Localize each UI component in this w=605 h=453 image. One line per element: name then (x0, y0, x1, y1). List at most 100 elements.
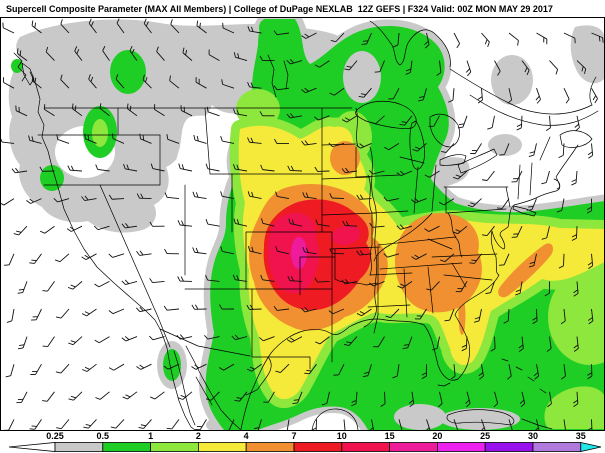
wind-barb (196, 20, 207, 34)
wind-barb (481, 225, 495, 237)
wind-barb (374, 60, 385, 73)
geo-line (173, 350, 196, 426)
wind-barb (29, 419, 42, 430)
region-pink-inner-core (291, 237, 307, 269)
wind-barb (321, 391, 330, 406)
wind-barb (358, 87, 372, 98)
wind-barb (418, 88, 427, 102)
wind-barb (448, 88, 455, 103)
wind-barb (177, 220, 193, 227)
wind-barb (544, 281, 550, 297)
wind-barb (469, 253, 482, 264)
wind-barb (508, 32, 519, 46)
wind-barb (56, 419, 70, 430)
wind-barb (39, 225, 55, 234)
colorbar-tick-label: 10 (336, 431, 347, 441)
wind-barb (149, 278, 165, 284)
wind-barb (45, 46, 55, 61)
wind-barb (399, 115, 413, 126)
wind-barb (560, 308, 566, 325)
wind-barb (477, 88, 483, 104)
wind-barb (205, 163, 220, 172)
region-orange-finger-iowa (330, 141, 360, 175)
wind-barb (478, 364, 484, 380)
colorbar-tick-label: 1 (148, 431, 154, 441)
wind-barb (508, 419, 513, 431)
region-chartreuse-idaho-core (92, 119, 108, 147)
wind-barb (136, 363, 152, 370)
wind-barb (526, 198, 537, 211)
colorbar-segment-30-35 (532, 442, 582, 452)
colorbar-tick-label: 35 (575, 431, 586, 441)
wind-barb (182, 47, 193, 61)
wind-barb (177, 276, 193, 282)
wind-barb (503, 308, 510, 324)
wind-barb (499, 143, 510, 156)
region-gray-cuba-band (440, 408, 520, 430)
wind-barb (30, 363, 42, 376)
geo-line (443, 186, 511, 214)
region-gray-northeast-corner (570, 25, 604, 84)
wind-barb (518, 336, 524, 352)
wind-barb (461, 336, 468, 352)
wind-barb (314, 115, 330, 121)
wind-barb (88, 74, 97, 89)
wind-barb (439, 198, 455, 206)
wind-barb (516, 115, 523, 131)
wind-barb (192, 247, 207, 255)
geo-line (373, 212, 433, 262)
wind-barb (16, 48, 28, 61)
region-gray-maine-streak (488, 134, 522, 156)
wind-barb (4, 253, 15, 266)
wind-barb (275, 363, 290, 374)
wind-barb (231, 334, 248, 341)
wind-barb (42, 336, 55, 347)
wind-barb (163, 363, 180, 370)
wind-barb (195, 77, 207, 89)
wind-barb (286, 336, 303, 343)
wind-barb (341, 167, 358, 174)
geo-line (501, 358, 547, 394)
wind-barb (94, 225, 110, 231)
wind-barb (452, 225, 468, 235)
wind-barb (576, 60, 587, 74)
wind-barb (138, 419, 152, 429)
wind-barb (156, 46, 165, 61)
wind-barb (247, 26, 262, 34)
wind-barb (166, 134, 180, 144)
region-chartreuse-atlantic-patch (548, 269, 605, 365)
geo-line (231, 173, 323, 233)
geo-line (195, 376, 213, 406)
geo-line (159, 328, 251, 357)
geo-line (447, 212, 457, 238)
wind-barb (129, 46, 138, 61)
wind-barb (343, 336, 358, 346)
wind-barb (432, 336, 440, 351)
wind-barb (369, 222, 385, 228)
colorbar-segment-15-20 (389, 442, 438, 452)
wind-barb (444, 308, 455, 322)
wind-barb (74, 46, 83, 61)
wind-barb (67, 165, 83, 172)
wind-barb (344, 60, 358, 71)
wind-barb (547, 391, 552, 408)
geo-line (21, 62, 35, 86)
wind-barb (573, 281, 579, 297)
wind-barb (301, 140, 317, 146)
colorbar-tick-label: 15 (384, 431, 395, 441)
geo-line (559, 130, 593, 148)
colorbar-segment-0.25-0.5 (54, 442, 104, 452)
geo-line (427, 238, 498, 281)
wind-barb (88, 18, 97, 34)
wind-barb (102, 45, 110, 61)
wind-barb (192, 191, 207, 200)
geo-line (369, 20, 451, 68)
wind-barb (342, 220, 358, 227)
wind-barb-field (0, 18, 604, 431)
colorbar-tick-label: 30 (527, 431, 539, 441)
wind-barb (71, 103, 83, 117)
wind-barb (329, 193, 345, 200)
colorbar-tick-label: 25 (480, 431, 491, 441)
colorbar-segment-0.5-1 (102, 442, 152, 452)
